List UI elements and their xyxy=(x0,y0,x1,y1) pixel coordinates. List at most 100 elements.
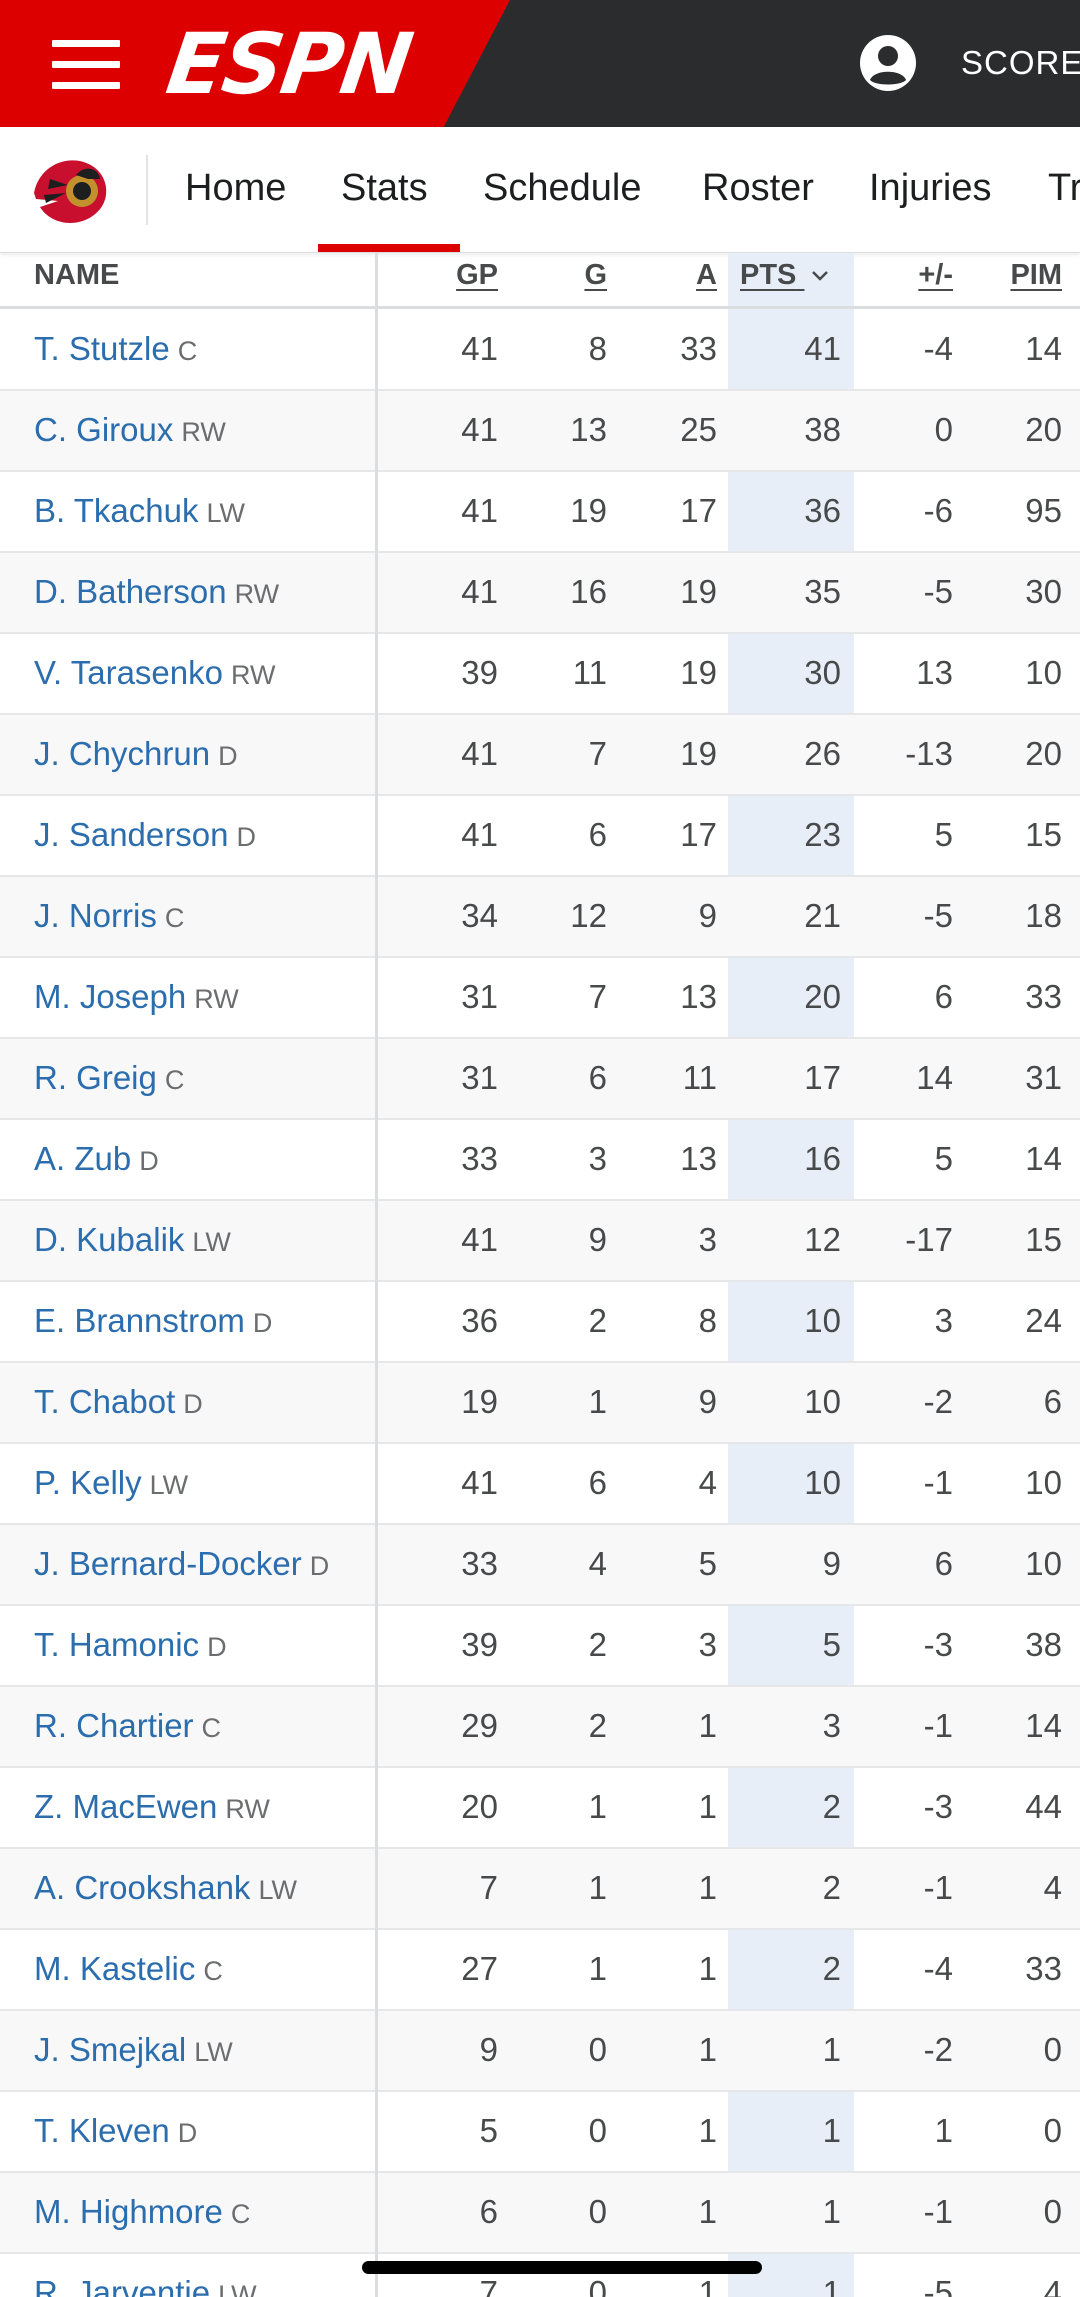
cell-pim: 38 xyxy=(1025,1626,1062,1663)
player-link[interactable]: E. Brannstrom D xyxy=(34,1302,272,1340)
menu-icon[interactable] xyxy=(52,40,120,90)
player-link[interactable]: M. Joseph RW xyxy=(34,978,239,1016)
player-link[interactable]: T. Stutzle C xyxy=(34,330,197,368)
player-position: D xyxy=(218,741,238,771)
cell-pts: 21 xyxy=(804,897,841,934)
player-name[interactable]: E. Brannstrom xyxy=(34,1302,245,1339)
cell-g: 0 xyxy=(588,2112,607,2149)
cell-pts: 5 xyxy=(822,1626,841,1663)
player-link[interactable]: Z. MacEwen RW xyxy=(34,1788,270,1826)
tab-injuries[interactable]: Injuries xyxy=(869,167,992,209)
column-header-a[interactable]: A xyxy=(696,259,717,291)
player-name[interactable]: R. Jarventie xyxy=(34,2274,211,2297)
player-name[interactable]: T. Stutzle xyxy=(34,330,170,367)
senators-logo-icon[interactable] xyxy=(28,149,112,231)
player-link[interactable]: C. Giroux RW xyxy=(34,411,226,449)
player-link[interactable]: A. Zub D xyxy=(34,1140,159,1178)
player-name[interactable]: J. Bernard-Docker xyxy=(34,1545,302,1582)
tab-home[interactable]: Home xyxy=(185,167,287,209)
player-name[interactable]: C. Giroux xyxy=(34,411,174,448)
cell-pim: 0 xyxy=(1043,2112,1062,2149)
player-name[interactable]: M. Kastelic xyxy=(34,1950,196,1987)
account-icon[interactable] xyxy=(858,33,918,93)
player-name[interactable]: P. Kelly xyxy=(34,1464,142,1501)
player-name[interactable]: R. Chartier xyxy=(34,1707,194,1744)
scores-link[interactable]: SCORES xyxy=(961,44,1080,81)
cell-pts: 10 xyxy=(804,1302,841,1339)
player-link[interactable]: J. Sanderson D xyxy=(34,816,256,854)
player-link[interactable]: J. Bernard-Docker D xyxy=(34,1545,329,1583)
column-header-gp[interactable]: GP xyxy=(456,259,498,291)
player-name[interactable]: M. Joseph xyxy=(34,978,187,1015)
player-link[interactable]: D. Kubalik LW xyxy=(34,1221,231,1259)
cell-gp: 34 xyxy=(461,897,498,934)
player-name[interactable]: B. Tkachuk xyxy=(34,492,199,529)
player-name[interactable]: T. Kleven xyxy=(34,2112,170,2149)
player-name[interactable]: V. Tarasenko xyxy=(34,654,223,691)
player-link[interactable]: T. Kleven D xyxy=(34,2112,197,2150)
player-link[interactable]: B. Tkachuk LW xyxy=(34,492,245,530)
player-link[interactable]: J. Norris C xyxy=(34,897,184,935)
cell-gp: 6 xyxy=(479,2193,498,2230)
tab-transactions[interactable]: Tr xyxy=(1048,167,1080,209)
player-link[interactable]: M. Kastelic C xyxy=(34,1950,223,1988)
player-name[interactable]: D. Batherson xyxy=(34,573,227,610)
player-link[interactable]: T. Chabot D xyxy=(34,1383,203,1421)
column-header-pts[interactable]: PTS xyxy=(740,259,830,292)
frozen-column-divider xyxy=(375,253,378,2297)
player-name[interactable]: A. Crookshank xyxy=(34,1869,251,1906)
home-indicator[interactable] xyxy=(362,2261,762,2274)
cell-gp: 9 xyxy=(479,2031,498,2068)
stats-table[interactable]: NAME GP G A PTS +/- PIM T. Stutzle C 41 8 33… xyxy=(0,253,1080,2297)
cell-gp: 41 xyxy=(461,816,498,853)
tab-stats[interactable]: Stats xyxy=(341,167,428,209)
cell-pim: 30 xyxy=(1025,573,1062,610)
player-link[interactable]: A. Crookshank LW xyxy=(34,1869,297,1907)
cell-plus-minus: -2 xyxy=(923,2031,953,2068)
player-name[interactable]: J. Chychrun xyxy=(34,735,211,772)
player-name[interactable]: J. Sanderson xyxy=(34,816,229,853)
cell-pim: 20 xyxy=(1025,411,1062,448)
cell-a: 13 xyxy=(680,1140,717,1177)
column-header-pim[interactable]: PIM xyxy=(1010,259,1062,291)
tab-schedule[interactable]: Schedule xyxy=(483,167,642,209)
player-name[interactable]: Z. MacEwen xyxy=(34,1788,218,1825)
player-link[interactable]: M. Highmore C xyxy=(34,2193,250,2231)
column-header-g[interactable]: G xyxy=(584,259,607,291)
cell-pts: 17 xyxy=(804,1059,841,1096)
player-name[interactable]: J. Norris xyxy=(34,897,157,934)
player-link[interactable]: J. Smejkal LW xyxy=(34,2031,233,2069)
player-link[interactable]: R. Jarventie LW xyxy=(34,2274,257,2297)
player-name[interactable]: D. Kubalik xyxy=(34,1221,185,1258)
player-name[interactable]: J. Smejkal xyxy=(34,2031,187,2068)
player-link[interactable]: R. Chartier C xyxy=(34,1707,221,1745)
player-name[interactable]: A. Zub xyxy=(34,1140,132,1177)
player-link[interactable]: T. Hamonic D xyxy=(34,1626,227,1664)
cell-pim: 14 xyxy=(1025,1707,1062,1744)
player-link[interactable]: P. Kelly LW xyxy=(34,1464,188,1502)
cell-pts: 9 xyxy=(822,1545,841,1582)
cell-plus-minus: -1 xyxy=(923,1464,953,1501)
nav-divider xyxy=(146,155,148,225)
cell-gp: 41 xyxy=(461,411,498,448)
player-name[interactable]: T. Hamonic xyxy=(34,1626,200,1663)
espn-logo[interactable]: ESPN xyxy=(161,15,417,113)
cell-g: 9 xyxy=(588,1221,607,1258)
player-link[interactable]: V. Tarasenko RW xyxy=(34,654,275,692)
cell-pim: 10 xyxy=(1025,1464,1062,1501)
cell-g: 4 xyxy=(588,1545,607,1582)
cell-gp: 33 xyxy=(461,1140,498,1177)
player-name[interactable]: M. Highmore xyxy=(34,2193,223,2230)
player-position: LW xyxy=(149,1470,189,1500)
player-link[interactable]: R. Greig C xyxy=(34,1059,184,1097)
cell-gp: 31 xyxy=(461,978,498,1015)
player-link[interactable]: D. Batherson RW xyxy=(34,573,279,611)
table-row: J. Norris C 34 12 9 21 -5 18 xyxy=(0,877,1080,958)
tab-roster[interactable]: Roster xyxy=(702,167,814,209)
player-name[interactable]: T. Chabot xyxy=(34,1383,176,1420)
column-header-plus-minus[interactable]: +/- xyxy=(918,259,953,291)
player-link[interactable]: J. Chychrun D xyxy=(34,735,238,773)
player-name[interactable]: R. Greig xyxy=(34,1059,157,1096)
cell-pts: 12 xyxy=(804,1221,841,1258)
cell-a: 1 xyxy=(698,2274,717,2297)
